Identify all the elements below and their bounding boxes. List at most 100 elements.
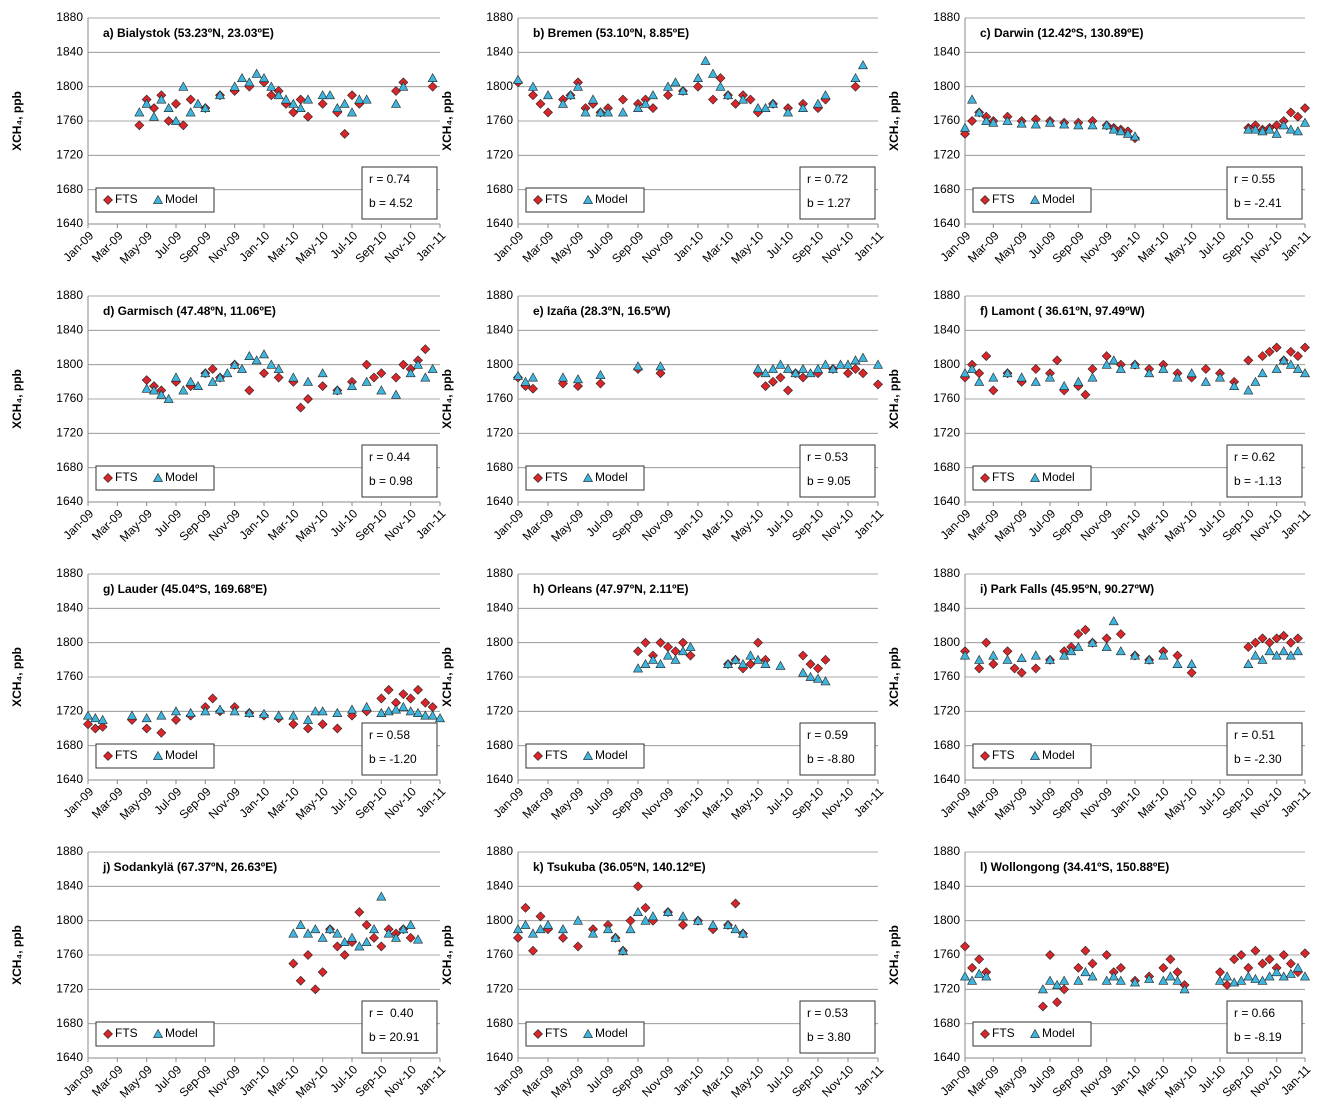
y-axis-label: XCH₄, ppb [440,369,454,429]
fts-point [303,394,313,404]
fts-point [805,659,816,670]
legend-marker [582,750,594,760]
y-tick-label: 1640 [486,216,513,230]
legend-box [972,1021,1092,1047]
model-point [354,94,365,104]
model-point [1073,120,1084,130]
model-point [288,928,299,938]
stats-label: r = 0.53 [807,450,848,464]
fts-point [633,646,643,657]
y-tick-label: 1760 [56,391,83,405]
y-tick-label: 1720 [56,148,83,162]
y-tick-label: 1840 [56,323,83,337]
model-point [850,355,861,365]
stats-label: b = -2.30 [1234,752,1282,766]
model-point [655,361,666,371]
model-point [827,363,839,373]
model-point [332,707,343,717]
model-point [1030,376,1041,386]
model-point [1179,984,1190,994]
x-tick-label: Sep-09 [176,228,213,265]
x-tick-label: Nov-09 [206,228,243,265]
model-point [632,906,644,916]
stats-label: r = 0.74 [369,172,410,186]
model-point [1129,131,1141,141]
fts-point [398,359,409,370]
model-point [1278,971,1289,981]
fts-point [520,902,531,913]
model-point [812,98,824,108]
stats-box [361,722,438,776]
model-point [1108,355,1119,365]
fts-point [273,372,284,383]
fts-point [988,385,999,396]
fts-point [745,659,756,670]
legend-box [95,465,215,491]
model-point [1073,975,1084,985]
fts-point [798,372,808,383]
fts-point [625,915,636,926]
y-tick-label: 1760 [56,113,83,127]
y-axis-label: XCH₄, ppb [440,925,454,985]
y-tick-label: 1880 [486,10,513,24]
legend-marker [103,1029,113,1039]
stats-label: r = 0.72 [807,172,848,186]
legend-marker [1029,1028,1041,1038]
model-point [390,98,402,108]
model-point [258,708,270,718]
model-point [580,107,591,117]
legend-box [972,743,1092,769]
fts-point [295,975,306,986]
fts-point [376,368,387,379]
model-point [1257,654,1268,664]
model-point [610,932,621,942]
fts-point [1215,967,1225,978]
y-tick-label: 1880 [933,288,960,302]
y-tick-label: 1800 [56,635,83,649]
x-tick-label: May-09 [992,1062,1030,1100]
fts-point [1278,950,1289,960]
model-point [625,924,636,934]
legend-label: Model [1042,470,1075,484]
y-tick-label: 1680 [933,1016,960,1030]
x-tick-label: Sep-10 [789,228,826,265]
fts-point [528,945,538,956]
model-point [1002,654,1013,664]
fts-point [1030,364,1041,374]
legend-marker [533,1029,543,1039]
model-point [1257,368,1268,378]
fts-point [1292,633,1303,644]
model-point [134,107,145,117]
fts-point [376,941,387,952]
model-point [141,383,152,393]
fts-point [1264,954,1275,965]
fts-point [1101,950,1112,960]
model-point [1016,372,1027,382]
y-tick-label: 1840 [933,601,960,615]
model-point [1172,372,1183,382]
model-point [295,919,306,929]
model-point [383,928,394,938]
y-tick-label: 1640 [486,772,513,786]
fts-point [259,368,269,379]
fts-point [633,881,643,892]
x-tick-label: Sep-09 [176,1062,213,1099]
fts-point [420,697,431,708]
fts-point [1087,958,1098,969]
model-point [1144,368,1155,378]
x-tick-label: May-09 [117,228,155,266]
fts-point [873,379,883,390]
y-tick-label: 1840 [56,879,83,893]
model-point [974,107,985,117]
model-point [1222,971,1233,981]
y-tick-label: 1640 [56,216,83,230]
y-tick-label: 1880 [56,288,83,302]
model-point [1229,381,1240,391]
stats-label: r = 0.66 [1234,1006,1275,1020]
fts-point [1052,997,1063,1008]
panel-title: b) Bremen (53.10ºN, 8.85ºE) [533,26,689,40]
model-point [527,928,539,938]
model-point [632,103,644,113]
stats-box [799,722,876,776]
model-point [1158,650,1169,660]
